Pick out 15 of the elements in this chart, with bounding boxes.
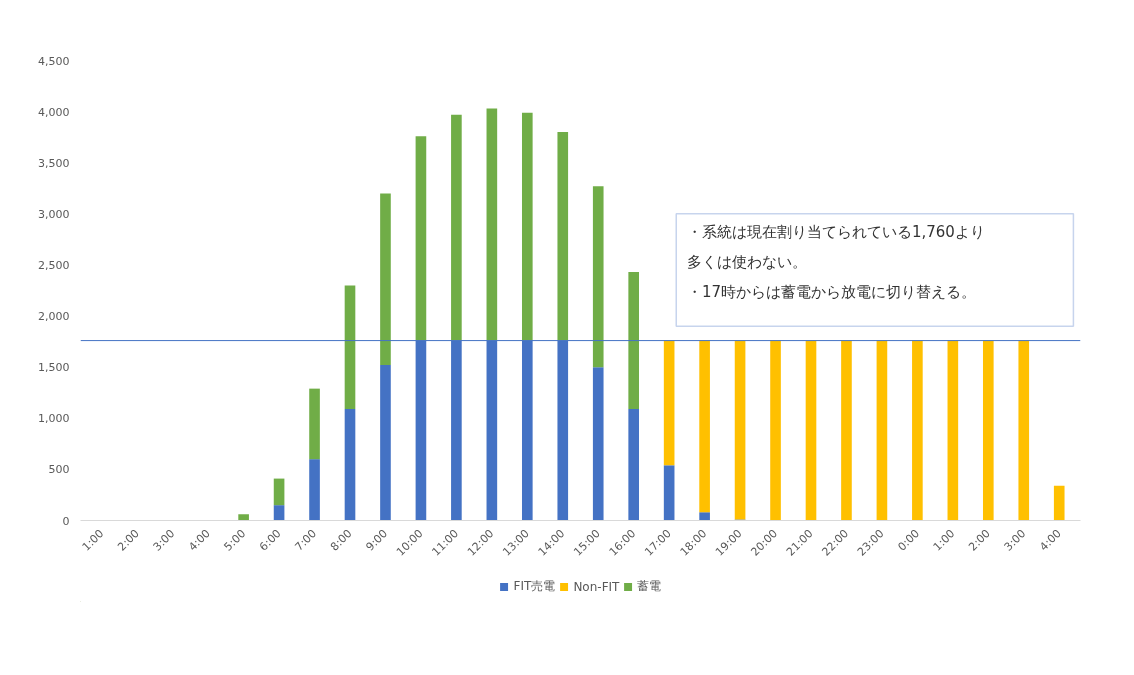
y-tick-label: 3,000	[38, 207, 70, 221]
legend-label: Non-FIT	[573, 579, 620, 593]
annotation: ・系統は現在割り当てられている1,760より多くは使わない。	[686, 222, 985, 271]
legend-label: 蓄電	[637, 577, 662, 595]
annotation: ・17時からは蓄電から放電に切り替える。	[686, 282, 976, 301]
y-tick-label: 1,000	[38, 412, 70, 426]
y-tick-label: 2,000	[38, 310, 70, 324]
y-tick-label: 3,500	[38, 156, 70, 170]
y-tick-label: 1,500	[38, 361, 70, 375]
y-tick-label: 2,500	[38, 258, 70, 272]
y-tick-label: 0	[62, 514, 70, 528]
y-tick-label: 500	[48, 463, 70, 477]
legend-label: FIT売電	[513, 577, 556, 595]
y-tick-label: 4,000	[38, 105, 70, 119]
y-tick-label: 4,500	[38, 54, 70, 68]
